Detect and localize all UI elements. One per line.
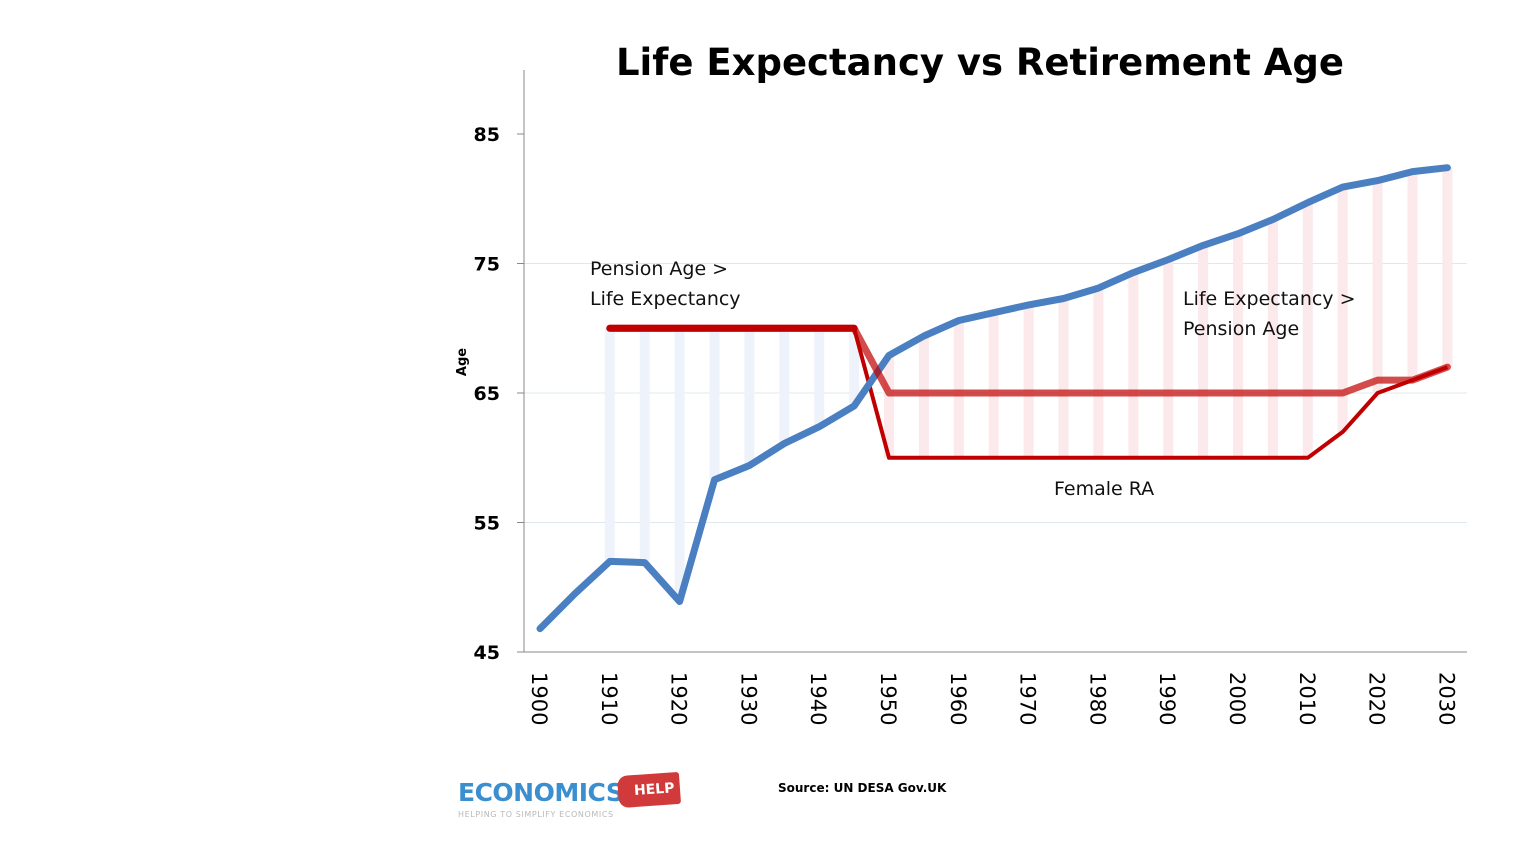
x-tick-label: 1960 (946, 672, 970, 725)
gap-shade-bar (814, 328, 825, 427)
logo-subtitle: HELPING TO SIMPLIFY ECONOMICS (458, 810, 614, 819)
y-tick-label: 65 (474, 383, 500, 405)
y-tick-label: 85 (474, 124, 500, 146)
gap-shade-bar (884, 355, 894, 458)
x-tick-label: 1930 (736, 672, 760, 725)
annotation-female-ra: Female RA (1054, 478, 1154, 500)
gap-shade-bar (1163, 259, 1174, 458)
y-tick-label: 45 (474, 642, 500, 664)
gap-shade-bar (639, 328, 650, 563)
x-tick-label: 2020 (1365, 672, 1389, 725)
annotation-le-gt-pension-line1: Life Expectancy > (1183, 288, 1356, 310)
gap-shade-bar (988, 312, 999, 458)
economics-help-logo: ECONOMICS HELP HELPING TO SIMPLIFY ECONO… (458, 771, 688, 824)
y-axis-label: Age (455, 348, 470, 376)
gap-shade-bar (709, 328, 720, 480)
gap-shade-bar (1337, 187, 1348, 432)
y-tick-label: 55 (474, 513, 500, 535)
gap-shade-bar (1023, 304, 1034, 458)
gap-shade-bar (1407, 171, 1418, 381)
gap-shade-bar (1128, 272, 1139, 458)
x-tick-label: 1990 (1155, 672, 1179, 725)
gap-shade-bar (744, 328, 755, 466)
gap-shade-bar (1058, 298, 1069, 458)
gap-shade-bar (1302, 202, 1313, 458)
gap-shade-bar (1372, 180, 1383, 393)
x-tick-label: 2030 (1434, 672, 1458, 725)
gap-shade-bar (849, 328, 860, 406)
gap-shade-bar (1267, 219, 1278, 458)
gap-shade-bar (1442, 167, 1453, 368)
chart-title: Life Expectancy vs Retirement Age (616, 41, 1344, 84)
gap-shade-bar (1198, 245, 1209, 458)
logo-tag: HELP (616, 771, 682, 809)
gap-shade-bar (779, 328, 790, 444)
gap-shade-bar (674, 328, 685, 602)
annotation-pension-gt-le-line2: Life Expectancy (590, 288, 741, 310)
gap-shade-bar (918, 336, 929, 458)
x-tick-label: 1950 (876, 672, 900, 725)
x-tick-label: 1920 (667, 672, 691, 725)
x-tick-label: 1900 (527, 672, 551, 725)
x-tick-label: 2000 (1225, 672, 1249, 725)
gap-shade-bar (1233, 233, 1243, 458)
y-tick-label: 75 (474, 254, 500, 276)
source-note: Source: UN DESA Gov.UK (778, 781, 947, 795)
annotation-pension-gt-le-line1: Pension Age > (590, 258, 728, 280)
x-tick-label: 1970 (1016, 672, 1040, 725)
annotation-le-gt-pension-line2: Pension Age (1183, 318, 1299, 340)
gap-shade-bar (1093, 288, 1104, 458)
x-tick-label: 1910 (597, 672, 621, 725)
logo-word: ECONOMICS (458, 778, 624, 807)
gap-shade-bar (953, 320, 964, 458)
x-tick-label: 2010 (1295, 672, 1319, 725)
gap-shade-bar (604, 328, 615, 562)
x-tick-label: 1980 (1085, 672, 1109, 725)
x-tick-label: 1940 (806, 672, 830, 725)
